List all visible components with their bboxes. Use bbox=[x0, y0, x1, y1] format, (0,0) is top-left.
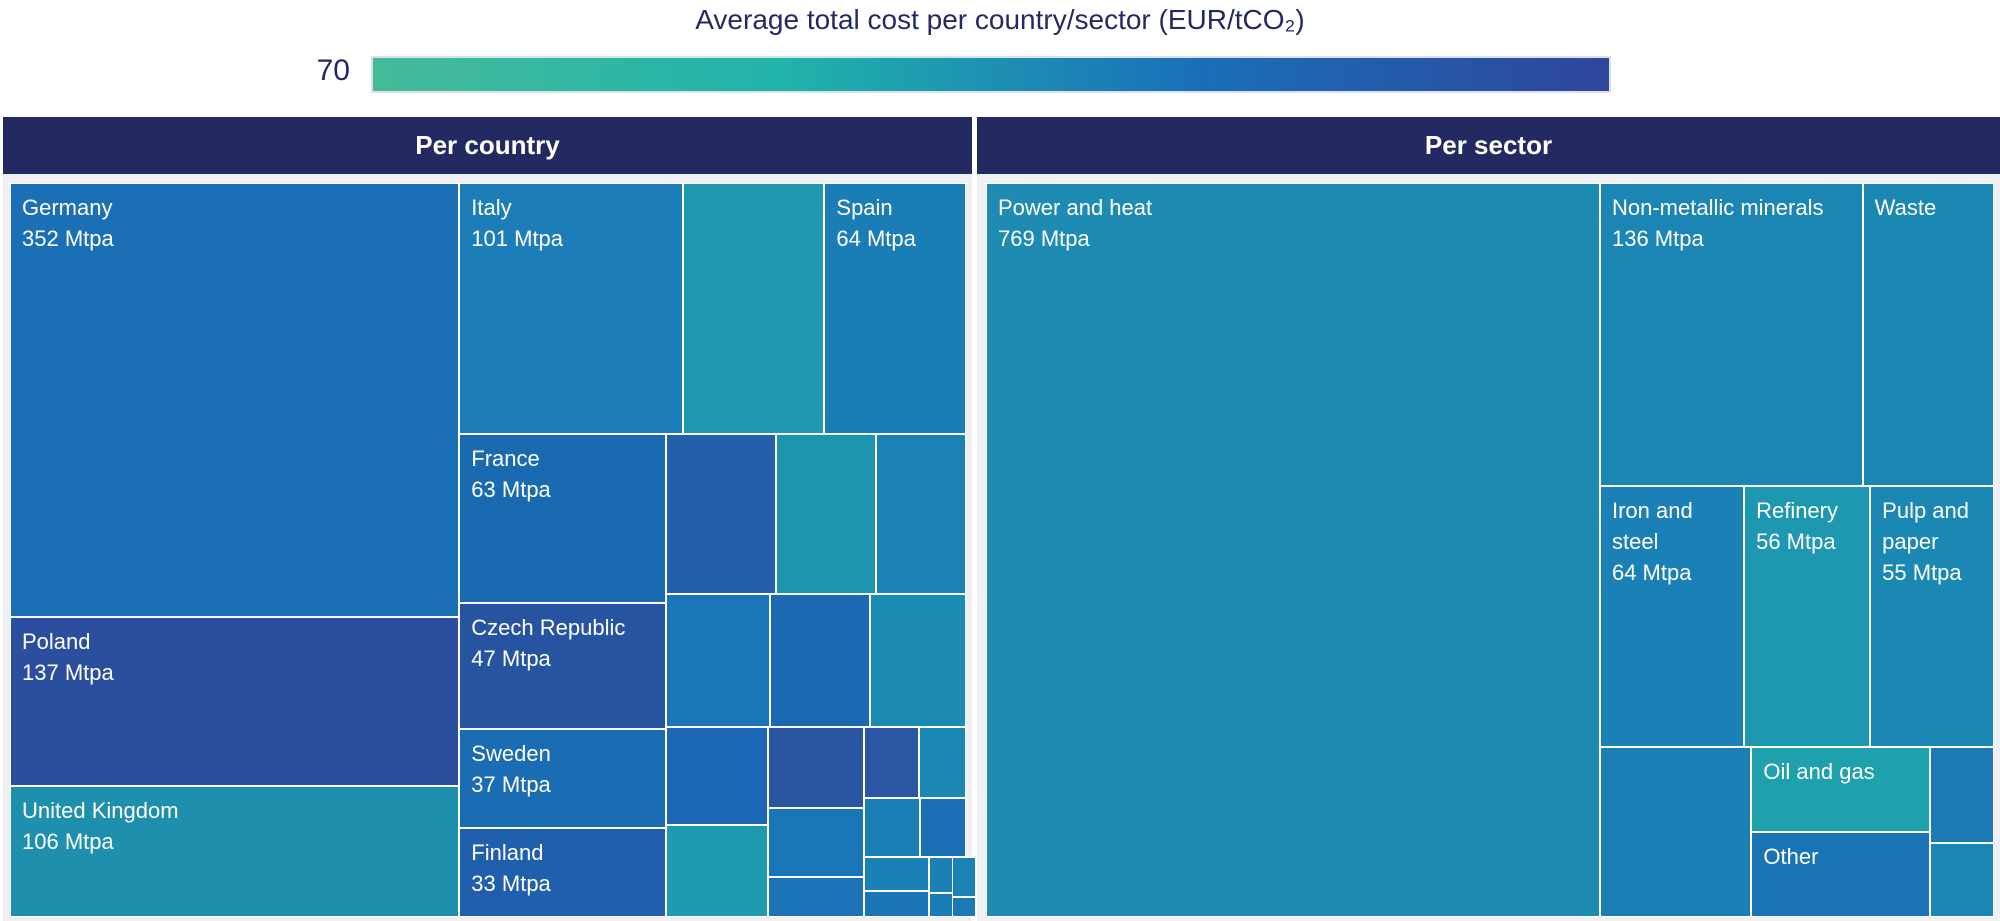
tile bbox=[665, 824, 768, 917]
tile bbox=[919, 797, 966, 858]
panel-title: Per country bbox=[3, 117, 972, 174]
tile: Other bbox=[1751, 831, 1931, 917]
tile-value: 769 Mtpa bbox=[998, 226, 1090, 251]
tile bbox=[928, 857, 953, 894]
tile: Czech Republic 47 Mtpa bbox=[459, 602, 666, 729]
tile-label: Non-metallic minerals bbox=[1611, 195, 1824, 220]
tile bbox=[1599, 746, 1752, 917]
tile: Pulp and paper 55 Mtpa bbox=[1870, 486, 1994, 747]
tile-value: 64 Mtpa bbox=[1611, 560, 1692, 586]
tile bbox=[863, 726, 919, 798]
tile-label: Pulp and paper bbox=[1882, 498, 1970, 555]
tile bbox=[870, 594, 966, 727]
tile-label: Czech Republic bbox=[471, 614, 626, 640]
tile bbox=[776, 433, 877, 595]
tile: France 63 Mtpa bbox=[459, 433, 666, 603]
tile bbox=[767, 807, 864, 877]
tile: Waste bbox=[1862, 183, 1994, 487]
tile: Sweden 37 Mtpa bbox=[459, 728, 666, 829]
tile-label: Italy bbox=[471, 195, 512, 220]
tile-label: Sweden bbox=[471, 740, 551, 766]
tile bbox=[952, 857, 977, 898]
tile-label: Power and heat bbox=[998, 195, 1153, 220]
tile-value: 136 Mtpa bbox=[1611, 226, 1704, 251]
tile bbox=[769, 594, 871, 727]
tile: Power and heat 769 Mtpa bbox=[986, 183, 1600, 917]
tile bbox=[1930, 746, 1994, 844]
tile bbox=[863, 857, 929, 892]
tile bbox=[863, 797, 920, 858]
tile-value: 56 Mtpa bbox=[1756, 529, 1836, 555]
tile bbox=[767, 876, 864, 917]
tile: Italy 101 Mtpa bbox=[459, 183, 683, 434]
tile-label: Spain bbox=[836, 195, 893, 220]
colorbar-tick: 70 bbox=[316, 54, 350, 87]
tile bbox=[682, 183, 825, 434]
tile-label: United Kingdom bbox=[22, 798, 179, 824]
tile: Finland 33 Mtpa bbox=[459, 828, 666, 917]
tile-value: 55 Mtpa bbox=[1882, 560, 1962, 586]
tile-label: Waste bbox=[1874, 195, 1937, 220]
tile: Germany 352 Mtpa bbox=[10, 183, 460, 618]
tile bbox=[665, 594, 770, 727]
tile bbox=[928, 893, 953, 917]
tile-value: 352 Mtpa bbox=[22, 226, 114, 251]
tile-label: Other bbox=[1763, 843, 1819, 869]
tile-label: Refinery bbox=[1756, 498, 1838, 524]
tile-label: Iron and steel bbox=[1611, 498, 1693, 555]
tile-value: 33 Mtpa bbox=[471, 871, 551, 897]
tile: Oil and gas bbox=[1751, 746, 1931, 832]
tile-value: 64 Mtpa bbox=[836, 226, 916, 251]
tile-value: 106 Mtpa bbox=[22, 829, 114, 855]
tile-label: Oil and gas bbox=[1763, 758, 1875, 784]
tile-value: 101 Mtpa bbox=[471, 226, 564, 251]
tile bbox=[952, 897, 977, 917]
tile-value: 37 Mtpa bbox=[471, 771, 551, 797]
tile: Iron and steel 64 Mtpa bbox=[1599, 486, 1745, 747]
panel-title: Per sector bbox=[977, 117, 2000, 174]
tile bbox=[918, 726, 966, 798]
tile: Non-metallic minerals 136 Mtpa bbox=[1599, 183, 1863, 487]
tile bbox=[863, 891, 929, 917]
colorbar-title: Average total cost per country/sector (E… bbox=[695, 4, 1305, 35]
tile: Spain 64 Mtpa bbox=[824, 183, 966, 434]
tile-value: 137 Mtpa bbox=[22, 660, 114, 686]
tile: United Kingdom 106 Mtpa bbox=[10, 786, 460, 917]
tile bbox=[665, 433, 777, 595]
colorbar bbox=[371, 56, 1611, 93]
tile bbox=[767, 726, 864, 808]
tile-value: 47 Mtpa bbox=[471, 645, 551, 671]
tile: Refinery 56 Mtpa bbox=[1744, 486, 1871, 747]
tile bbox=[876, 433, 966, 595]
tile-value: 63 Mtpa bbox=[471, 476, 551, 502]
tile-label: France bbox=[471, 445, 540, 471]
tile-label: Poland bbox=[22, 629, 91, 655]
tile bbox=[1930, 843, 1994, 917]
tile-label: Germany bbox=[22, 195, 113, 220]
tile: Poland 137 Mtpa bbox=[10, 617, 460, 787]
tile bbox=[665, 726, 768, 825]
tile-label: Finland bbox=[471, 840, 544, 866]
